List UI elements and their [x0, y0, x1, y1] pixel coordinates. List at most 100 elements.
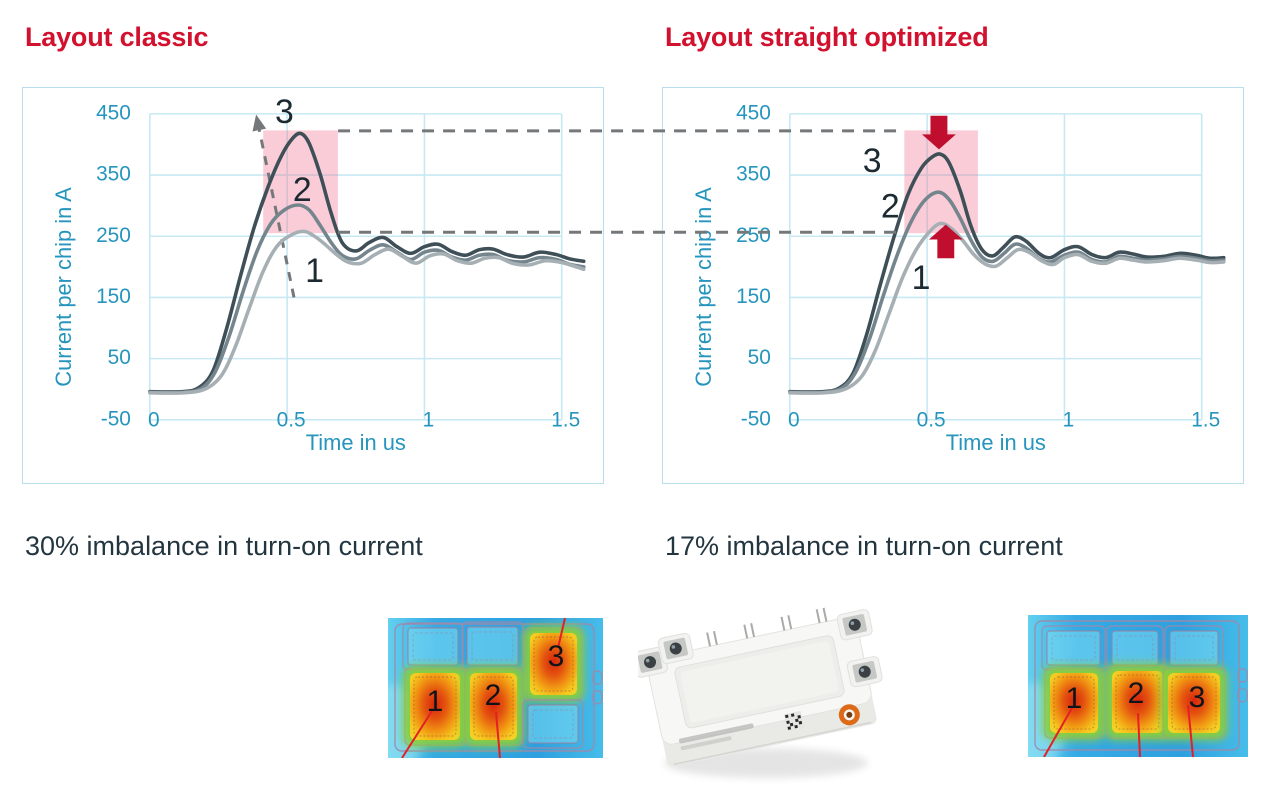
screw-terminal	[638, 646, 668, 678]
svg-text:50: 50	[748, 346, 771, 369]
curve-number-labels: 321	[863, 142, 931, 297]
svg-text:-50: -50	[741, 407, 771, 430]
cool-pad	[1041, 625, 1106, 671]
grid-lines	[149, 113, 563, 421]
svg-text:1: 1	[305, 252, 324, 290]
power-module-photo	[638, 598, 892, 790]
signal-pin	[750, 623, 756, 638]
optimized-chart-svg: 450 350 250 150 50 -50 0 0.5 1 1.5 Time in us Curre…	[691, 101, 1226, 455]
chip-3-current-curve	[788, 152, 1226, 394]
thermal-map-optimized: 1 2 3	[1028, 615, 1248, 757]
svg-text:350: 350	[736, 163, 771, 186]
chip-number-label: 3	[548, 640, 565, 673]
classic-current-chart: 450 350 250 150 50 -50 0 0.5 1 1.5 Time in us Curre…	[22, 87, 604, 484]
svg-text:2: 2	[293, 171, 312, 209]
chip-number-label: 1	[1066, 682, 1083, 715]
screw-terminal	[846, 656, 883, 688]
svg-text:1: 1	[1063, 408, 1075, 431]
module-body	[638, 607, 883, 767]
signal-pin	[787, 615, 793, 630]
thermal-classic-svg: 1 2 3	[388, 618, 603, 758]
chip-number-label: 1	[427, 685, 444, 718]
hot-chip-pad	[1105, 664, 1170, 740]
svg-text:450: 450	[96, 101, 131, 124]
svg-text:350: 350	[96, 163, 131, 186]
svg-text:0: 0	[148, 408, 160, 431]
y-axis-title: Current per chip in A	[691, 187, 716, 387]
substrate-trace-outline	[394, 623, 595, 752]
svg-text:450: 450	[736, 101, 771, 124]
svg-text:3: 3	[275, 93, 294, 131]
chip-leader-line	[557, 618, 566, 649]
svg-text:0.5: 0.5	[277, 408, 306, 431]
screw-terminal	[657, 632, 694, 665]
chip-number-label: 2	[485, 679, 502, 712]
chip-leader-line	[401, 710, 433, 758]
chip-leader-line	[1187, 704, 1194, 757]
svg-text:1.5: 1.5	[1191, 408, 1220, 431]
cool-pad	[1106, 625, 1164, 671]
chip-number-label: 2	[1128, 677, 1145, 710]
svg-text:2: 2	[881, 188, 900, 226]
grid-lines	[789, 113, 1203, 421]
thermal-map-classic: 1 2 3	[388, 618, 603, 758]
chip-leader-line	[1043, 707, 1073, 757]
svg-text:150: 150	[736, 285, 771, 308]
signal-pin	[706, 632, 712, 647]
printed-label	[678, 723, 754, 744]
svg-text:1: 1	[423, 408, 435, 431]
hot-chip-pad	[463, 666, 524, 747]
chip-1-current-curve	[148, 229, 586, 395]
svg-text:1.5: 1.5	[551, 408, 580, 431]
optimized-imbalance-caption: 17% imbalance in turn-on current	[665, 531, 1063, 561]
axis-tick-labels: 450 350 250 150 50 -50 0 0.5 1 1.5	[736, 101, 1220, 431]
peak-compression-arrows	[922, 115, 963, 259]
substrate-trace-outline	[1034, 620, 1240, 751]
chip-3-current-curve	[148, 131, 586, 394]
red-down-arrow-icon	[922, 115, 956, 150]
cool-pad	[402, 622, 464, 671]
cool-pad	[522, 699, 584, 749]
svg-text:250: 250	[736, 224, 771, 247]
signal-pin	[713, 630, 718, 646]
svg-text:3: 3	[863, 142, 882, 180]
chip-leader-line	[1137, 712, 1141, 757]
curve-number-labels: 3 2 1	[275, 93, 324, 290]
datamatrix-code	[783, 710, 804, 732]
signal-pin	[743, 624, 749, 639]
red-up-arrow-icon	[928, 224, 963, 259]
svg-text:0.5: 0.5	[917, 408, 946, 431]
axis-tick-labels: 450 350 250 150 50 -50 0 0.5 1 1.5	[96, 101, 580, 431]
classic-imbalance-caption: 30% imbalance in turn-on current	[25, 531, 423, 561]
hot-chip-pad	[523, 626, 584, 702]
optimized-current-chart: 450 350 250 150 50 -50 0 0.5 1 1.5 Time in us Curre…	[662, 87, 1244, 484]
thermal-optimized-svg: 1 2 3	[1028, 615, 1248, 757]
chip-leader-line	[495, 711, 501, 758]
classic-chart-svg: 450 350 250 150 50 -50 0 0.5 1 1.5 Time in us Curre…	[51, 93, 586, 455]
chip-1-current-curve	[788, 221, 1226, 395]
screw-terminal	[836, 609, 873, 641]
hot-chip-pad	[403, 666, 467, 747]
svg-text:-50: -50	[101, 407, 131, 430]
printed-label	[680, 736, 732, 751]
rising-trend-dashed-arrow	[252, 114, 296, 298]
left-panel-title: Layout classic	[25, 22, 209, 52]
chip-number-label: 3	[1189, 681, 1206, 714]
signal-pin	[815, 609, 821, 624]
x-axis-title: Time in us	[946, 430, 1046, 455]
cool-pad	[461, 621, 524, 671]
hot-chip-pad	[1161, 666, 1227, 740]
x-axis-title: Time in us	[306, 430, 406, 455]
y-axis-title: Current per chip in A	[51, 187, 76, 387]
arrowhead-icon	[252, 114, 267, 132]
power-module-photo-svg	[638, 607, 883, 778]
svg-text:150: 150	[96, 285, 131, 308]
hot-chip-pad	[1043, 666, 1105, 740]
svg-text:0: 0	[788, 408, 800, 431]
right-panel-title: Layout straight optimized	[665, 22, 989, 52]
signal-pin	[822, 607, 828, 622]
svg-text:250: 250	[96, 224, 131, 247]
chip-2-current-curve	[788, 190, 1226, 395]
svg-text:50: 50	[108, 346, 131, 369]
